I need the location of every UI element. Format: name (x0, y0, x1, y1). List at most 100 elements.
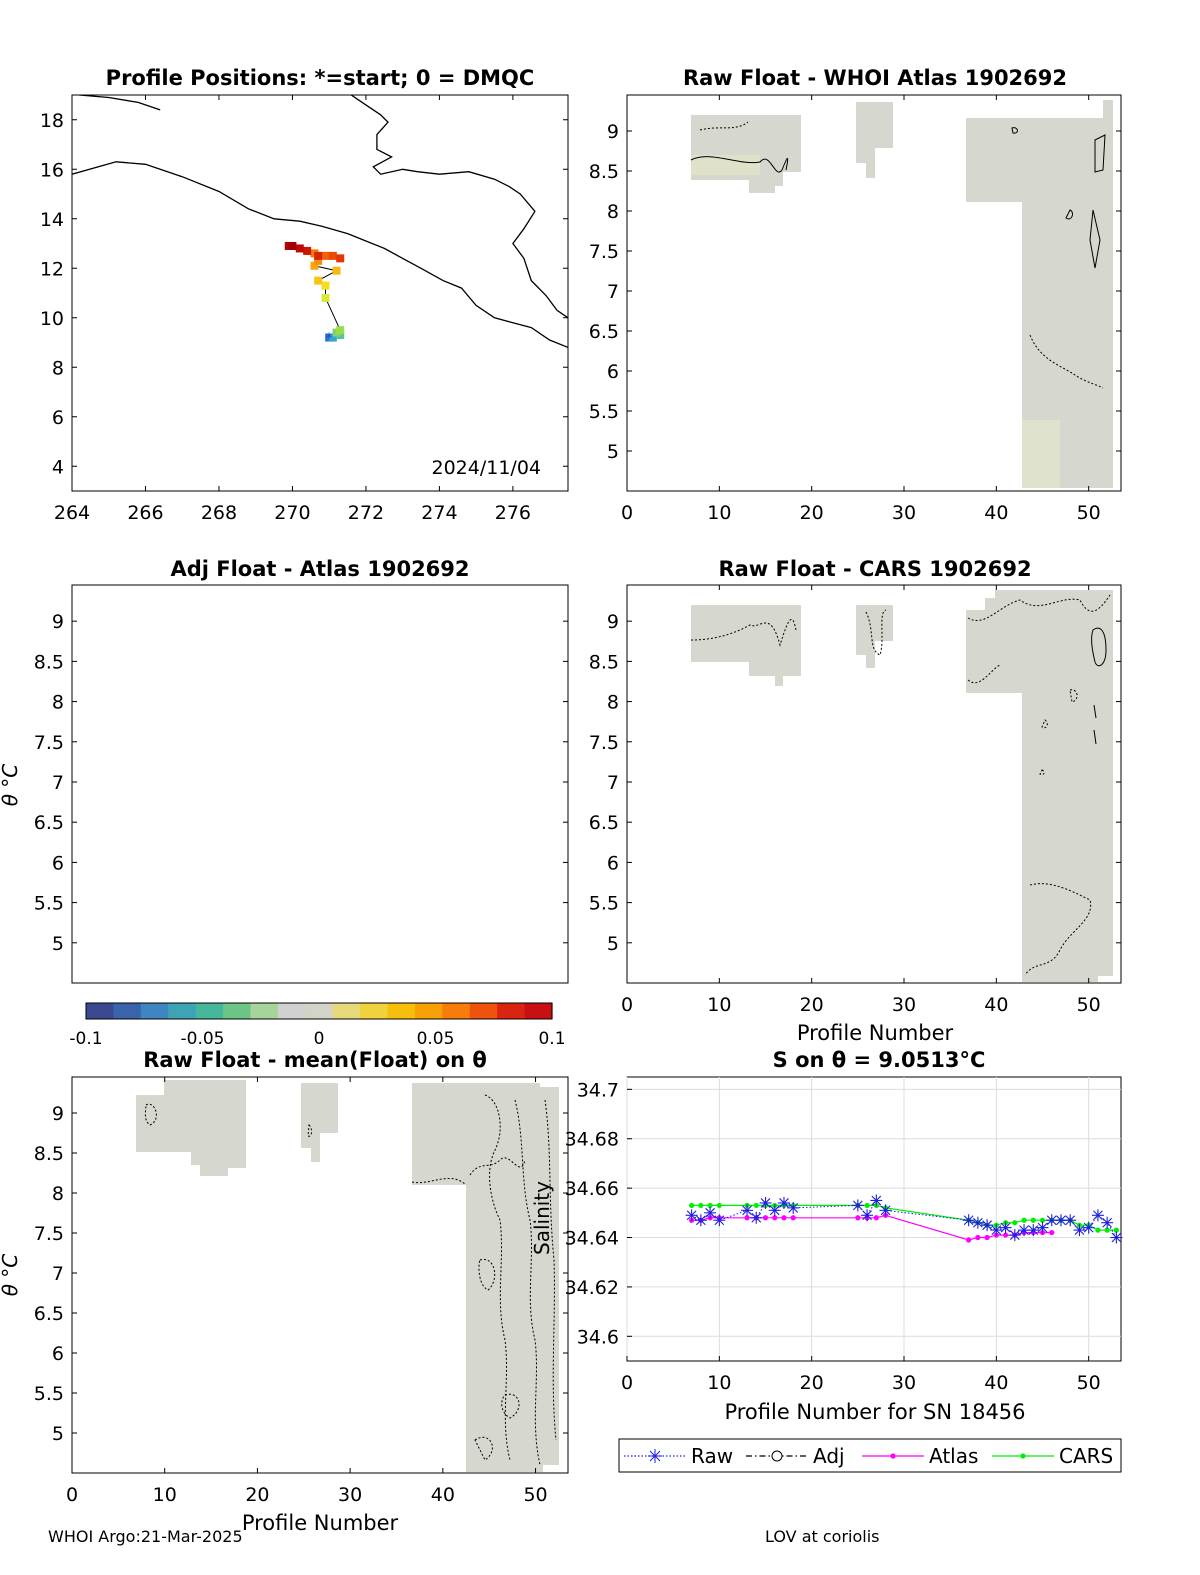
map-title: Profile Positions: *=start; 0 = DMQC (106, 66, 535, 90)
coast-line (350, 95, 568, 319)
atlas-point (1002, 1232, 1009, 1238)
colorbar-cell (497, 1003, 526, 1019)
y-tick-label: 7.5 (589, 241, 619, 263)
legend-marker-cars (1020, 1453, 1026, 1459)
y-tick-label: 34.68 (565, 1129, 619, 1151)
y-tick-label: 8.5 (589, 161, 619, 183)
raw-point (861, 1209, 874, 1222)
cars-point (707, 1202, 713, 1209)
colorbar: -0.1 -0.05 0 0.05 0.1 (69, 1002, 566, 1049)
y-tick-label: 5.5 (34, 1383, 64, 1405)
x-tick-label: 10 (707, 1372, 731, 1394)
y-tick-label: 10 (40, 308, 64, 330)
raw-point (990, 1224, 1003, 1237)
raw-point (768, 1204, 781, 1217)
x-tick-label: 270 (274, 502, 310, 524)
raw-whoi-title: Raw Float - WHOI Atlas 1902692 (683, 66, 1067, 90)
y-tick-label: 14 (40, 209, 64, 231)
track-point (303, 246, 312, 255)
cars-point (1021, 1217, 1027, 1223)
y-tick-label: 5.5 (589, 401, 619, 423)
y-tick-label: 6 (607, 852, 619, 874)
raw-point (851, 1199, 864, 1212)
legend-label-raw: Raw (691, 1444, 733, 1468)
raw-cars-field (691, 590, 1113, 982)
raw-point (981, 1219, 994, 1232)
adj-atlas-panel: Adj Float - Atlas 1902692 5 5.5 6 6.5 7 7.5 8 8… (0, 557, 569, 984)
cars-point (1104, 1227, 1110, 1233)
y-tick-label: 34.6 (577, 1326, 619, 1348)
y-tick-label: 8 (607, 692, 619, 714)
raw-point (694, 1214, 707, 1227)
x-tick-label: 20 (800, 994, 824, 1016)
atlas-point (1049, 1229, 1055, 1236)
cars-point (1039, 1217, 1046, 1223)
y-tick-label: 7 (52, 1263, 64, 1285)
x-tick-label: 50 (1077, 502, 1101, 524)
raw-point (759, 1196, 772, 1209)
raw-point (713, 1214, 726, 1227)
y-tick-label: 5 (607, 441, 619, 463)
x-tick-label: 50 (523, 1484, 547, 1506)
footer-right: LOV at coriolis (765, 1527, 880, 1546)
y-tick-label: 6 (52, 407, 64, 429)
colorbar-cell (223, 1003, 252, 1019)
colorbar-cell (168, 1003, 197, 1019)
salinity-title: S on θ = 9.0513°C (773, 1048, 986, 1072)
atlas-point (772, 1215, 778, 1221)
x-tick-label: 50 (1077, 994, 1101, 1016)
colorbar-cell (524, 1003, 553, 1019)
raw-point (1008, 1229, 1021, 1242)
y-tick-label: 5 (607, 933, 619, 955)
track-point (321, 281, 330, 290)
raw-point (685, 1209, 698, 1222)
raw-point (1091, 1209, 1104, 1222)
track-point (314, 276, 323, 285)
map-panel: Profile Positions: *=start; 0 = DMQC * 2… (40, 66, 569, 524)
x-tick-label: 40 (431, 1484, 455, 1506)
raw-point (999, 1221, 1012, 1234)
colorbar-cell (387, 1003, 416, 1019)
x-tick-label: 20 (800, 502, 824, 524)
raw-mean-field (136, 1080, 559, 1472)
map-ticks: 264 266 268 270 272 274 276 4 6 8 10 12 14 16 18 (40, 95, 568, 524)
y-tick-label: 9 (52, 611, 64, 633)
y-tick-label: 7.5 (589, 732, 619, 754)
cars-point (1095, 1227, 1101, 1233)
x-tick-label: 272 (348, 502, 384, 524)
raw-point (1082, 1221, 1095, 1234)
y-tick-label: 34.64 (565, 1228, 619, 1250)
y-tick-label: 8.5 (34, 651, 64, 673)
y-tick-label: 7 (607, 281, 619, 303)
raw-mean-ticks: 0 10 20 30 40 50 5 5.5 6 6.5 7 7.5 8 8.5 9 (34, 1077, 568, 1506)
x-tick-label: 30 (338, 1484, 362, 1506)
y-tick-label: 5.5 (589, 893, 619, 915)
cars-point (716, 1202, 722, 1209)
track-point (336, 326, 345, 335)
start-marker: * (326, 332, 333, 347)
adj-atlas-ylabel: θ °C (0, 764, 22, 807)
y-tick-label: 8 (52, 1183, 64, 1205)
y-tick-label: 34.7 (577, 1079, 619, 1101)
y-tick-label: 6 (52, 1343, 64, 1365)
legend-label-cars: CARS (1059, 1444, 1113, 1468)
map-axes (71, 94, 569, 492)
y-tick-label: 16 (40, 159, 64, 181)
cars-point (1030, 1217, 1036, 1223)
colorbar-frame (85, 1002, 553, 1020)
x-tick-label: 0 (621, 502, 633, 524)
raw-point (741, 1204, 754, 1217)
salinity-legend: Raw Adj Atlas CARS (618, 1438, 1122, 1473)
raw-point (1036, 1221, 1049, 1234)
y-tick-label: 7.5 (34, 1223, 64, 1245)
salinity-xlabel: Profile Number for SN 18456 (724, 1400, 1025, 1424)
float-track: * (284, 241, 345, 347)
colorbar-cell (195, 1003, 224, 1019)
y-tick-label: 6.5 (589, 321, 619, 343)
cars-point (698, 1202, 704, 1209)
y-tick-label: 34.62 (565, 1277, 619, 1299)
y-tick-label: 7 (52, 772, 64, 794)
colorbar-cells (86, 1003, 553, 1019)
x-tick-label: 268 (201, 502, 237, 524)
y-tick-label: 6.5 (589, 812, 619, 834)
